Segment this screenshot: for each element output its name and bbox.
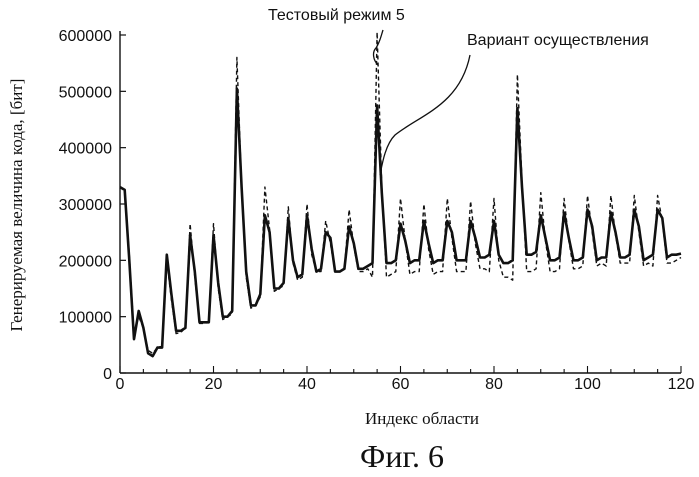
x-tick-label: 100 xyxy=(574,376,601,393)
x-tick-label: 120 xyxy=(668,376,695,393)
y-tick-label: 0 xyxy=(103,366,112,383)
test-mode-5-series xyxy=(120,32,681,353)
test-mode-5-leader-line xyxy=(374,30,383,65)
embodiment-series xyxy=(120,89,681,357)
series-layer xyxy=(120,32,681,356)
test-mode-5-label: Тестовый режим 5 xyxy=(268,7,405,24)
x-tick-label: 20 xyxy=(205,376,223,393)
chart-figure: 0 100000 200000 300000 400000 500000 600000 0 20… xyxy=(0,0,699,477)
figure-caption: Фиг. 6 xyxy=(360,438,444,474)
x-tick-label: 40 xyxy=(298,376,316,393)
y-tick-label: 500000 xyxy=(59,84,112,101)
y-tick-label: 300000 xyxy=(59,197,112,214)
x-axis-label: Индекс области xyxy=(365,409,479,428)
y-tick-label: 600000 xyxy=(59,28,112,45)
y-tick-label: 400000 xyxy=(59,141,112,158)
embodiment-leader-line xyxy=(380,55,470,175)
y-tick-label: 100000 xyxy=(59,310,112,327)
embodiment-label: Вариант осуществления xyxy=(467,32,649,49)
y-tick-label: 200000 xyxy=(59,253,112,270)
x-tick-label: 0 xyxy=(116,376,125,393)
x-tick-label: 80 xyxy=(485,376,503,393)
y-axis-label: Генерируемая величина кода, [бит] xyxy=(7,79,26,332)
x-tick-label: 60 xyxy=(392,376,410,393)
